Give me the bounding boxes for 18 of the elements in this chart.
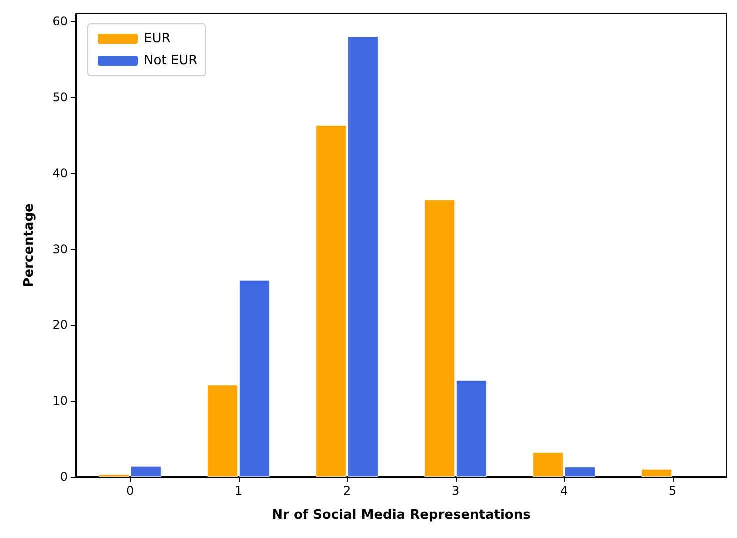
y-tick-label: 20 (52, 318, 68, 332)
x-tick-label: 3 (452, 484, 460, 498)
y-axis-title: Percentage (22, 204, 37, 288)
y-tick-label: 0 (60, 470, 68, 484)
x-tick-label: 4 (560, 484, 568, 498)
legend-label: EUR (144, 32, 171, 46)
legend-label: Not EUR (144, 54, 198, 68)
x-tick-label: 5 (668, 484, 677, 498)
x-tick-label: 0 (126, 484, 134, 498)
y-tick-label: 10 (52, 394, 68, 408)
x-tick-label: 1 (234, 484, 243, 498)
y-tick-label: 60 (52, 14, 68, 29)
x-axis-title: Nr of Social Media Representations (272, 508, 532, 523)
y-tick-label: 30 (52, 242, 68, 256)
y-tick-label: 50 (52, 90, 68, 104)
y-tick-label: 40 (52, 166, 68, 180)
bar (642, 469, 672, 477)
x-tick-label: 2 (343, 484, 352, 498)
